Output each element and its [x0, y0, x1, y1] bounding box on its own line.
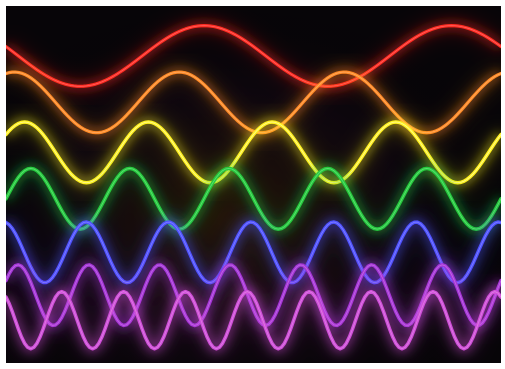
wave-canvas: [6, 6, 501, 363]
wave-layer: [6, 19, 501, 356]
blue-wave-highlight: [6, 221, 501, 284]
blue-wave: [6, 220, 501, 285]
red-wave-highlight: [6, 25, 501, 87]
rainbow-waves-artwork: [6, 6, 501, 363]
magenta-wave: [6, 289, 501, 351]
magenta-wave-highlight: [6, 291, 501, 350]
yellow-wave-highlight: [6, 121, 501, 184]
red-wave: [6, 24, 501, 88]
